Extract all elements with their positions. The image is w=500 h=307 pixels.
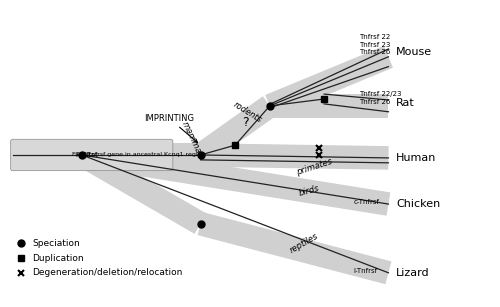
Text: Duplication: Duplication — [32, 254, 84, 262]
Text: ?: ? — [242, 116, 248, 129]
Text: First: First — [84, 152, 100, 158]
Text: First: First — [76, 152, 93, 158]
Text: Speciation: Speciation — [32, 239, 80, 248]
Polygon shape — [265, 46, 393, 117]
Text: c-Tnfrsf: c-Tnfrsf — [354, 199, 380, 205]
Polygon shape — [270, 94, 388, 118]
Text: Degeneration/deletion/relocation: Degeneration/deletion/relocation — [32, 268, 183, 277]
Text: IMPRINTING: IMPRINTING — [144, 114, 198, 142]
Polygon shape — [80, 143, 390, 216]
Text: Chicken: Chicken — [396, 199, 440, 209]
Text: l-Tnfrsf: l-Tnfrsf — [354, 268, 378, 274]
Text: Tnfrsf 22/23
Tnfrsf 26: Tnfrsf 22/23 Tnfrsf 26 — [359, 91, 402, 105]
Text: Mouse: Mouse — [396, 47, 432, 57]
Polygon shape — [82, 143, 200, 167]
Text: Human: Human — [396, 153, 436, 163]
Polygon shape — [194, 96, 276, 165]
Polygon shape — [200, 143, 388, 170]
Text: reptiles: reptiles — [288, 231, 320, 255]
Text: First Tnfrsf gene in ancestral Kcnq1 region: First Tnfrsf gene in ancestral Kcnq1 reg… — [72, 153, 206, 157]
FancyBboxPatch shape — [10, 139, 173, 171]
Text: Rat: Rat — [396, 98, 415, 108]
Text: Tnfrsf 22
Tnfrsf 23
Tnfrsf 26: Tnfrsf 22 Tnfrsf 23 Tnfrsf 26 — [359, 34, 390, 55]
Text: rodents: rodents — [232, 100, 264, 125]
Polygon shape — [198, 212, 392, 284]
Text: birds: birds — [298, 184, 320, 198]
Polygon shape — [12, 143, 82, 167]
Text: mammals: mammals — [180, 120, 206, 161]
Polygon shape — [76, 145, 206, 234]
Text: primates: primates — [295, 157, 334, 177]
Text: Lizard: Lizard — [396, 268, 430, 278]
